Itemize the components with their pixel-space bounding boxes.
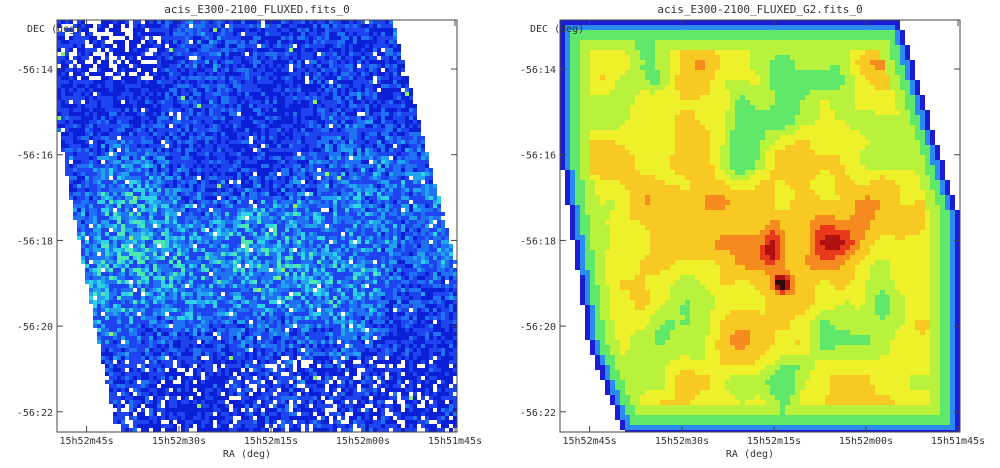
chart-panel-2: acis_E300-2100_FLUXED_G2.fits_0 DEC (deg)… xyxy=(520,3,985,460)
heatmap-image xyxy=(57,20,457,432)
x-tick-label: 15h52m30s xyxy=(152,436,206,447)
x-axis-label: RA (deg) xyxy=(223,449,271,460)
x-tick-label: 15h51m45s xyxy=(931,436,985,447)
chart-title: acis_E300-2100_FLUXED_G2.fits_0 xyxy=(657,3,862,16)
x-tick-label: 15h52m45s xyxy=(563,436,617,447)
x-tick-label: 15h52m00s xyxy=(336,436,390,447)
y-tick-label: -56:18 xyxy=(520,236,556,247)
y-axis-label: DEC (deg) xyxy=(27,24,81,35)
x-tick-label: 15h52m00s xyxy=(839,436,893,447)
y-tick-label: -56:14 xyxy=(17,65,53,76)
x-tick-label: 15h52m45s xyxy=(60,436,114,447)
plot-frame xyxy=(56,19,458,433)
y-tick-label: -56:16 xyxy=(520,151,556,162)
chart-panel-1: acis_E300-2100_FLUXED.fits_0 DEC (deg) RA … xyxy=(17,3,482,460)
y-tick-label: -56:14 xyxy=(520,65,556,76)
y-tick-label: -56:18 xyxy=(17,236,53,247)
y-tick-label: -56:20 xyxy=(17,322,53,333)
x-tick-label: 15h52m30s xyxy=(655,436,709,447)
x-tick-label: 15h52m15s xyxy=(244,436,298,447)
plot-frame xyxy=(559,19,961,433)
y-tick-label: -56:22 xyxy=(520,408,556,419)
heatmap-image xyxy=(560,20,960,432)
y-tick-label: -56:22 xyxy=(17,408,53,419)
chart-title: acis_E300-2100_FLUXED.fits_0 xyxy=(164,3,349,16)
x-tick-label: 15h52m15s xyxy=(747,436,801,447)
y-axis-label: DEC (deg) xyxy=(530,24,584,35)
y-tick-label: -56:16 xyxy=(17,151,53,162)
y-tick-label: -56:20 xyxy=(520,322,556,333)
x-tick-label: 15h51m45s xyxy=(428,436,482,447)
x-axis-label: RA (deg) xyxy=(726,449,774,460)
